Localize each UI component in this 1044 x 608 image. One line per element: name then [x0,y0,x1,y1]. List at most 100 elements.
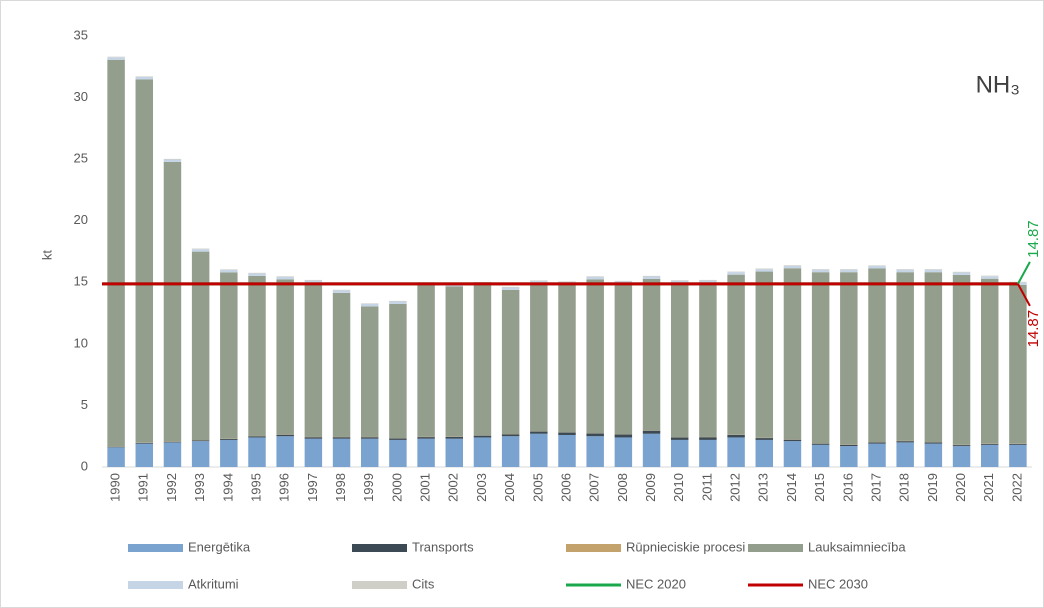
x-tick-label: 2019 [925,473,940,502]
bar-segment [360,303,379,307]
legend-label: Cits [412,576,435,591]
bar-segment [811,444,830,467]
x-tick-label: 2020 [953,473,968,502]
x-tick-label: 1998 [333,473,348,502]
bar-segment [191,440,210,442]
bar-segment [248,272,266,274]
bar-segment [389,303,407,439]
bar-segment [248,273,266,276]
bar-segment [642,430,661,434]
x-tick-label: 1993 [192,473,207,502]
bar-segment [360,306,379,437]
x-tick-label: 1995 [248,473,263,502]
legend-label: Transports [412,539,474,554]
bar-segment [586,276,604,277]
bar-segment [924,443,943,467]
x-tick-label: 2011 [699,473,714,501]
x-tick-label: 2001 [418,473,433,502]
bar-segment [1009,284,1027,444]
x-tick-label: 2016 [840,473,855,502]
bar-segment [699,279,717,281]
bar-segment [586,276,604,280]
bar-segment [107,446,125,448]
bar-segment [163,159,182,162]
bar-segment [360,438,379,467]
bar-segment [135,76,154,78]
bar-segment [304,280,323,284]
x-tick-label: 2015 [812,473,827,502]
bar-segment [501,436,520,467]
bar-segment [699,437,717,440]
bar-segment [840,269,858,273]
bar-segment [1009,443,1027,445]
bar-segment [980,276,999,279]
bar-segment [727,272,745,275]
bar-segment [360,303,379,304]
bar-segment [501,434,520,437]
x-tick-label: 1992 [164,473,179,502]
x-tick-label: 2014 [784,473,799,502]
bar-segment [558,434,576,467]
x-tick-label: 2002 [446,473,461,502]
x-tick-label: 2005 [530,473,545,502]
bar-segment [699,280,717,284]
bar-segment [530,283,548,432]
x-tick-label: 1996 [277,473,292,502]
bar-segment [304,279,323,281]
bar-segment [840,444,858,447]
bar-segment [107,57,125,60]
bar-segment [558,432,576,435]
bar-segment [191,441,210,467]
y-tick-label: 0 [81,458,88,473]
x-tick-label: 2004 [502,473,517,502]
bar-segment [360,437,379,439]
legend-label: NEC 2020 [626,576,686,591]
data-label: 14.87 [1025,220,1042,258]
bar-segment [107,56,125,58]
bar-segment [220,272,238,439]
bar-segment [896,442,914,467]
bar-segment [924,442,943,444]
legend-label: Lauksaimniecība [808,539,906,554]
bar-segment [1009,444,1027,467]
bar-segment [276,276,294,277]
bar-segment [220,438,238,440]
legend-label: NEC 2030 [808,576,868,591]
legend-label: Atkritumi [188,576,239,591]
x-tick-label: 2013 [756,473,771,502]
x-tick-label: 1990 [108,473,123,502]
bar-segment [586,433,604,437]
y-tick-label: 10 [74,335,88,350]
bar-segment [840,272,858,445]
data-label: 14.87 [1025,310,1042,348]
x-tick-label: 1997 [305,473,320,502]
chart-title: NH₃ [976,71,1020,98]
bar-segment [163,161,182,442]
x-tick-label: 2007 [587,473,602,502]
bar-segment [248,436,266,438]
bar-segment [699,283,717,437]
bar-segment [135,443,154,467]
bar-segment [783,265,802,269]
bar-segment [755,439,774,467]
bar-segment [417,437,435,439]
label-leader [1017,283,1031,307]
bar-segment [670,280,689,284]
bar-segment [670,437,689,440]
bar-segment [868,266,886,269]
y-tick-label: 15 [74,274,88,289]
bar-segment [868,443,886,467]
bar-segment [417,438,435,467]
bar-segment [755,438,774,440]
x-tick-label: 2021 [981,473,996,502]
x-tick-label: 2006 [558,473,573,502]
y-axis-label: kt [39,250,54,261]
bar-segment [163,441,182,443]
bar-segment [586,279,604,434]
bar-segment [980,275,999,277]
bar-segment [614,280,633,282]
bar-segment [868,265,886,267]
bar-segment [755,271,774,438]
